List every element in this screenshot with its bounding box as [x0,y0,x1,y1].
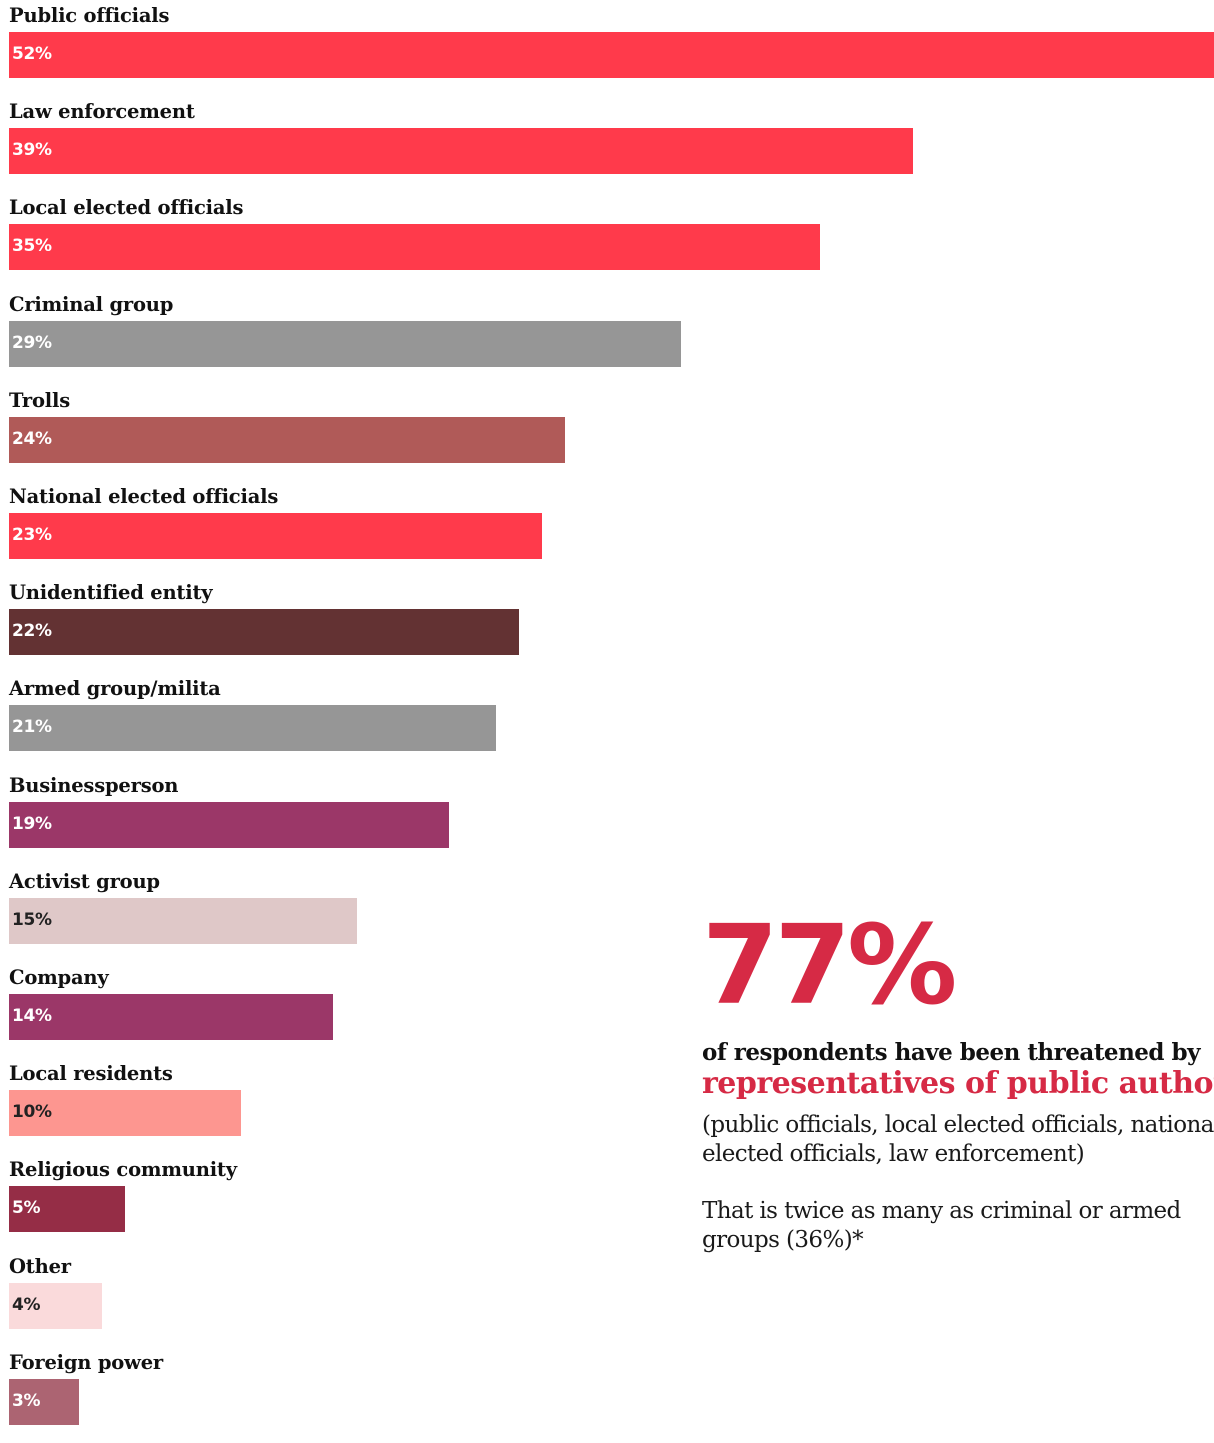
value-label: 52% [12,44,52,64]
bar-row: Company 14% [0,962,1214,1058]
bar-row: Unidentified entity 22% [0,577,1214,673]
category-label: Local elected officials [9,196,244,220]
bar: 35% [9,224,820,271]
category-label: Law enforcement [9,100,195,124]
bar-row: Other 4% [0,1251,1214,1347]
bar-row: Local residents 10% [0,1058,1214,1154]
value-label: 19% [12,813,52,834]
category-label: Armed group/milita [9,677,221,701]
bar: 14% [9,994,333,1040]
bar-row: Religious community 5% [0,1154,1214,1250]
category-label: Activist group [9,869,160,893]
category-label: Public officials [9,4,170,27]
bar: 21% [9,705,496,752]
value-label: 14% [12,1006,52,1026]
value-label: 35% [12,236,52,257]
bar: 39% [9,128,913,175]
category-label: Trolls [9,388,70,412]
value-label: 23% [12,525,52,545]
category-label: Businessperson [9,773,179,797]
bar: 24% [9,416,565,463]
bar: 23% [9,513,542,559]
bar: 19% [9,801,449,848]
value-label: 4% [12,1294,41,1315]
category-label: Religious community [9,1158,237,1182]
value-label: 3% [12,1390,41,1411]
bar-row: Criminal group 29% [0,289,1214,385]
bar-row: Businessperson 19% [0,770,1214,866]
value-label: 5% [12,1198,41,1219]
bar: 15% [9,897,357,944]
category-label: Other [9,1254,71,1278]
bar-row: Activist group 15% [0,866,1214,962]
value-label: 22% [12,621,52,642]
callout-big-number: 77% [702,905,957,1029]
bar-row: Law enforcement 39% [0,96,1214,192]
bar-row: Public officials 52% [0,0,1214,96]
bar-row: Armed group/milita 21% [0,673,1214,769]
bar: 52% [9,32,1214,78]
callout-box: 77% of respondents have been threatened … [702,905,1214,1255]
callout-parenthetical: (public officials, local elected officia… [702,1112,1214,1167]
bar: 10% [9,1090,241,1137]
value-label: 10% [12,1102,52,1123]
category-label: Foreign power [9,1350,163,1374]
category-label: National elected officials [9,485,279,508]
callout-line2: representatives of public authorities [702,1066,1214,1101]
category-label: Company [9,966,109,989]
value-label: 21% [12,717,52,738]
value-label: 39% [12,140,52,161]
bar: 29% [9,320,681,367]
value-label: 24% [12,428,52,449]
callout-line1: of respondents have been threatened by [702,1039,1200,1066]
callout-comparison: That is twice as many as criminal or arm… [702,1198,1181,1253]
bar: 4% [9,1282,102,1329]
value-label: 29% [12,332,52,353]
bar-row: Local elected officials 35% [0,192,1214,288]
bar-row: National elected officials 23% [0,481,1214,577]
bar-row: Foreign power 3% [0,1347,1214,1443]
category-label: Local residents [9,1062,173,1086]
value-label: 15% [12,909,52,930]
bar: 5% [9,1186,125,1233]
category-label: Criminal group [9,292,174,316]
bar: 22% [9,609,519,656]
bar-row: Trolls 24% [0,385,1214,481]
bar: 3% [9,1378,79,1425]
category-label: Unidentified entity [9,581,213,605]
